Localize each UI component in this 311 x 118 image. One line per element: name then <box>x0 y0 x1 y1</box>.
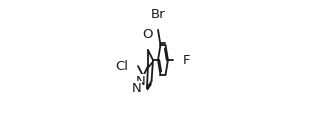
Text: O: O <box>143 28 153 41</box>
Text: Br: Br <box>151 8 165 21</box>
Text: N: N <box>136 75 146 88</box>
Text: Cl: Cl <box>116 60 129 73</box>
Text: F: F <box>182 53 190 67</box>
Text: N: N <box>131 82 141 95</box>
